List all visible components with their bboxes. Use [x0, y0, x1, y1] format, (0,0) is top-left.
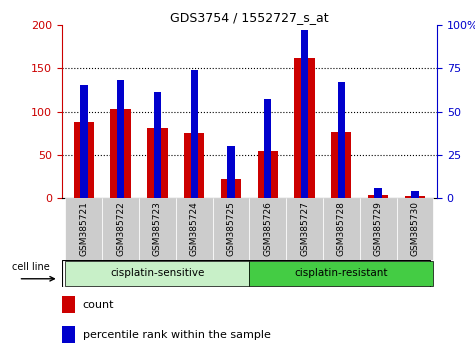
Bar — [147, 128, 168, 198]
Bar — [184, 133, 204, 198]
FancyBboxPatch shape — [66, 261, 249, 286]
Bar — [154, 92, 161, 198]
FancyBboxPatch shape — [139, 198, 176, 260]
Text: GSM385727: GSM385727 — [300, 201, 309, 256]
Bar — [80, 85, 87, 198]
FancyBboxPatch shape — [249, 198, 286, 260]
FancyBboxPatch shape — [360, 198, 397, 260]
FancyBboxPatch shape — [249, 261, 433, 286]
Bar — [62, 326, 75, 343]
FancyBboxPatch shape — [66, 198, 102, 260]
Bar — [331, 132, 352, 198]
Text: cisplatin-sensitive: cisplatin-sensitive — [110, 268, 205, 279]
Text: GSM385724: GSM385724 — [190, 201, 199, 256]
Text: GSM385723: GSM385723 — [153, 201, 162, 256]
Bar — [301, 30, 308, 198]
Text: percentile rank within the sample: percentile rank within the sample — [83, 330, 271, 340]
Text: cisplatin-resistant: cisplatin-resistant — [294, 268, 388, 279]
Bar — [338, 82, 345, 198]
Text: cell line: cell line — [12, 262, 50, 272]
FancyBboxPatch shape — [286, 198, 323, 260]
Bar — [368, 195, 388, 198]
Text: GSM385722: GSM385722 — [116, 201, 125, 256]
Bar — [257, 150, 278, 198]
Bar — [111, 109, 131, 198]
Bar — [374, 188, 382, 198]
Bar — [62, 296, 75, 313]
Bar — [405, 196, 425, 198]
FancyBboxPatch shape — [397, 198, 433, 260]
Bar — [221, 179, 241, 198]
Text: count: count — [83, 300, 114, 310]
FancyBboxPatch shape — [176, 198, 213, 260]
Bar — [74, 122, 94, 198]
Bar — [294, 58, 314, 198]
Text: GSM385728: GSM385728 — [337, 201, 346, 256]
FancyBboxPatch shape — [102, 198, 139, 260]
Bar — [228, 146, 235, 198]
Text: GSM385729: GSM385729 — [374, 201, 383, 256]
Text: GSM385730: GSM385730 — [410, 201, 419, 256]
Text: GSM385721: GSM385721 — [79, 201, 88, 256]
FancyBboxPatch shape — [323, 198, 360, 260]
Text: GSM385726: GSM385726 — [263, 201, 272, 256]
FancyBboxPatch shape — [213, 198, 249, 260]
Bar — [264, 99, 271, 198]
Bar — [411, 191, 418, 198]
Bar — [117, 80, 124, 198]
Bar — [190, 70, 198, 198]
Text: GSM385725: GSM385725 — [227, 201, 236, 256]
Title: GDS3754 / 1552727_s_at: GDS3754 / 1552727_s_at — [170, 11, 329, 24]
